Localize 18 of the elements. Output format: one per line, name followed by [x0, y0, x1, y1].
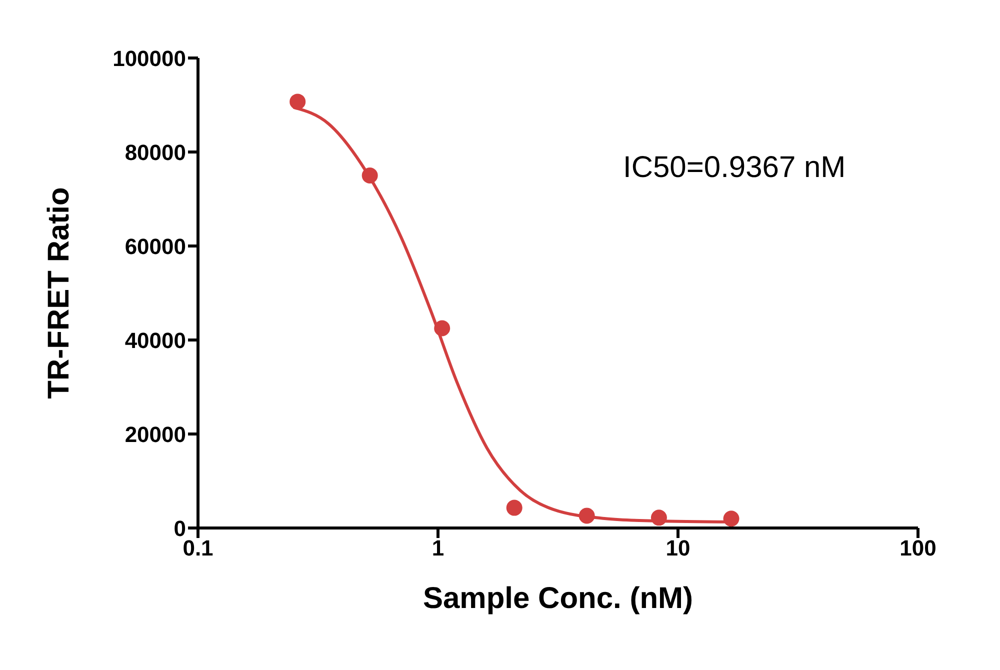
y-tick-label: 40000: [124, 328, 186, 353]
annotation: IC50=0.9367 nM: [623, 151, 846, 185]
y-tick-label: 20000: [124, 422, 186, 447]
y-tick-label: 60000: [124, 234, 186, 259]
x-axis-title: Sample Conc. (nM): [422, 582, 694, 615]
point: [506, 500, 522, 516]
point: [723, 510, 740, 527]
point: [578, 508, 595, 524]
point: [362, 168, 378, 184]
point: [650, 510, 667, 526]
x-tick-label: 10: [666, 536, 690, 561]
y-tick-label: 80000: [124, 140, 186, 165]
y-axis-title: TR-FRET Ratio: [42, 187, 76, 399]
y-tick-label: 100000: [112, 46, 186, 71]
point: [290, 94, 306, 110]
x-tick-label: 100: [900, 536, 936, 561]
point: [434, 320, 450, 336]
x-tick-label: 1: [432, 536, 444, 561]
